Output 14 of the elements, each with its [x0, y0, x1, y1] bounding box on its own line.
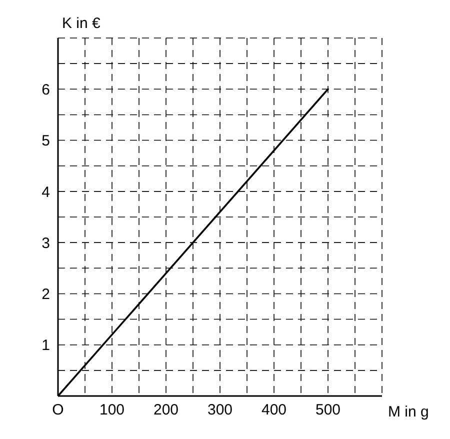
y-tick-label: 4 [42, 184, 50, 201]
y-tick-label: 1 [42, 337, 50, 354]
x-tick-label: O [52, 402, 64, 419]
y-tick-label: 6 [42, 81, 50, 98]
x-tick-label: 500 [315, 402, 341, 419]
x-tick-label: 200 [153, 402, 179, 419]
y-axis-title: K in € [62, 15, 102, 32]
x-axis-title: M in g [388, 403, 429, 420]
y-tick-label: 3 [42, 234, 50, 252]
x-tick-label: 300 [207, 402, 233, 419]
x-tick-label: 100 [99, 402, 125, 419]
y-tick-label: 5 [42, 132, 50, 150]
x-tick-label: 400 [261, 402, 287, 419]
y-tick-label: 2 [42, 286, 50, 304]
